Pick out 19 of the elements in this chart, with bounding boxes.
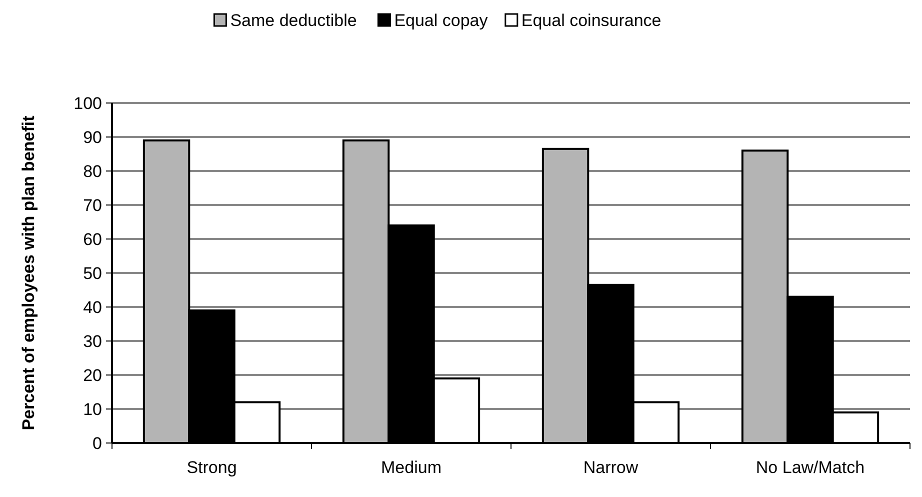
y-tick-label: 50 <box>83 264 102 283</box>
y-axis-title: Percent of employees with plan benefit <box>19 115 38 430</box>
y-tick-label: 100 <box>74 94 102 113</box>
y-tick-label: 70 <box>83 196 102 215</box>
y-tick-label: 30 <box>83 332 102 351</box>
x-tick-label: Medium <box>381 458 442 477</box>
y-tick-label: 60 <box>83 230 102 249</box>
y-tick-label: 90 <box>83 128 102 147</box>
y-tick-label: 40 <box>83 298 102 317</box>
y-tick-label: 0 <box>92 434 102 453</box>
legend-label: Same deductible <box>230 11 357 30</box>
x-tick-label: No Law/Match <box>756 458 865 477</box>
legend-label: Equal copay <box>394 11 488 30</box>
y-tick-label: 80 <box>83 162 102 181</box>
y-tick-label: 20 <box>83 366 102 385</box>
x-tick-label: Narrow <box>583 458 639 477</box>
y-tick-label: 10 <box>83 400 102 419</box>
legend-label: Equal coinsurance <box>521 11 662 30</box>
x-tick-label: Strong <box>186 458 237 477</box>
